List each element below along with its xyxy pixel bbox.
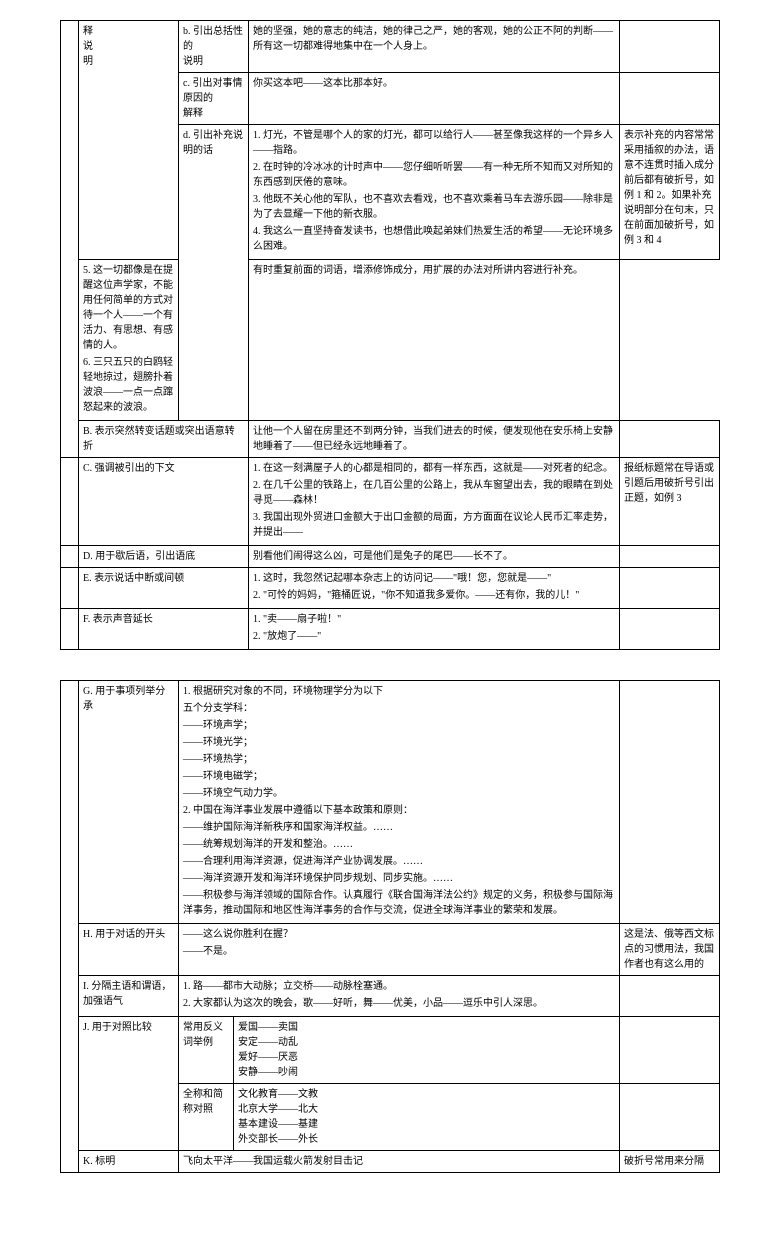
cell-note: 表示补充的内容常常采用插叙的办法，语意不连贯时插入成分前后都有破折号，如例 1 … <box>620 125 720 260</box>
table-row: C. 强调被引出的下文 1. 在这一刻满屋子人的心都是相同的，都有一样东西，这就… <box>61 458 720 546</box>
example-line: 1. 这时，我忽然记起哪本杂志上的访问记——"哦！您，您就是——" <box>253 571 615 586</box>
table-1: 释 说 明 b. 引出总括性的 说明 她的坚强，她的意志的纯洁，她的律己之严，她… <box>60 20 720 650</box>
cell-blank <box>61 21 79 458</box>
cell-example: 1. "卖——扇子啦！" 2. "放炮了——" <box>249 609 620 650</box>
example-line: 1. "卖——扇子啦！" <box>253 612 615 627</box>
example-line: ——积极参与海洋领域的国际合作。认真履行《联合国海洋法公约》规定的义务，积极参与… <box>183 888 615 918</box>
cell-note: 这是法、俄等西文标点的习惯用法，我国作者也有这么用的 <box>620 924 720 976</box>
cell-label: C. 强调被引出的下文 <box>79 458 249 546</box>
table-row: K. 标明 飞向太平洋——我国运载火箭发射目击记 破折号常用来分隔 <box>61 1151 720 1173</box>
table-row: E. 表示说话中断或间顿 1. 这时，我忽然记起哪本杂志上的访问记——"哦！您，… <box>61 568 720 609</box>
example-line: 2. 中国在海洋事业发展中遵循以下基本政策和原则： <box>183 803 615 818</box>
table-row: B. 表示突然转变话题或突出语意转折 让他一个人留在房里还不到两分钟，当我们进去… <box>61 421 720 458</box>
cell-label: F. 表示声音延长 <box>79 609 249 650</box>
cell-example: 她的坚强，她的意志的纯洁，她的律己之严，她的客观，她的公正不阿的判断——所有这一… <box>249 21 620 73</box>
example-line: ——海洋资源开发和海洋环境保护同步规划、同步实施。…… <box>183 871 615 886</box>
cell-example: 让他一个人留在房里还不到两分钟，当我们进去的时候，便发现他在安乐椅上安静地睡着了… <box>249 421 620 458</box>
example-line: ——这么说你胜利在握？ <box>183 927 615 942</box>
example-line: ——环境声学； <box>183 718 615 733</box>
table-row: I. 分隔主语和谓语，加强语气 1. 路——都市大动脉；立交桥——动脉栓塞通。 … <box>61 976 720 1017</box>
cell-blank <box>61 546 79 568</box>
cell-blank <box>61 568 79 609</box>
example-line: 1. 根据研究对象的不同，环境物理学分为以下 <box>183 684 615 699</box>
example-line: 2. 在时钟的冷冰冰的计时声中——您仔细听听罢——有一种无所不知而又对所知的东西… <box>253 160 615 190</box>
cell-example: 你买这本吧——这本比那本好。 <box>249 73 620 125</box>
example-line: ——统筹规划海洋的开发和整治。…… <box>183 837 615 852</box>
example-line: 1. 在这一刻满屋子人的心都是相同的，都有一样东西，这就是——对死者的纪念。 <box>253 461 615 476</box>
table-row: G. 用于事项列举分承 1. 根据研究对象的不同，环境物理学分为以下五个分支学科… <box>61 681 720 924</box>
cell-note <box>620 73 720 125</box>
example-line: ——环境电磁学； <box>183 769 615 784</box>
cell-example: 1. 在这一刻满屋子人的心都是相同的，都有一样东西，这就是——对死者的纪念。 2… <box>249 458 620 546</box>
cell-note <box>620 546 720 568</box>
example-line: 2. 在几千公里的铁路上，在几百公里的公路上，我从车窗望出去，我的眼睛在到处寻觅… <box>253 478 615 508</box>
example-line: ——维护国际海洋新秩序和国家海洋权益。…… <box>183 820 615 835</box>
example-line: 6. 三只五只的白鸥轻轻地掠过，翅膀扑着波浪——一点一点蹿怒起来的波浪。 <box>83 355 174 415</box>
cell-note: 破折号常用来分隔 <box>620 1151 720 1173</box>
cell-note <box>620 568 720 609</box>
example-line: 5. 这一切都像是在提醒这位声学家，不能用任何简单的方式对待一个人——一个有活力… <box>83 263 174 353</box>
cell-label: K. 标明 <box>79 1151 179 1173</box>
example-line: 1. 路——都市大动脉；立交桥——动脉栓塞通。 <box>183 979 615 994</box>
table-2: G. 用于事项列举分承 1. 根据研究对象的不同，环境物理学分为以下五个分支学科… <box>60 680 720 1173</box>
cell-example: ——这么说你胜利在握？ ——不是。 <box>179 924 620 976</box>
cell-blank <box>61 609 79 650</box>
cell-example: 1. 根据研究对象的不同，环境物理学分为以下五个分支学科： ——环境声学； ——环境… <box>179 681 620 924</box>
cell-note <box>620 1084 720 1151</box>
example-line: ——环境光学； <box>183 735 615 750</box>
cell-sublabel: b. 引出总括性的 说明 <box>179 21 249 73</box>
cell-note <box>620 609 720 650</box>
table-row: F. 表示声音延长 1. "卖——扇子啦！" 2. "放炮了——" <box>61 609 720 650</box>
cell-label: G. 用于事项列举分承 <box>79 681 179 924</box>
cell-example: 1. 这时，我忽然记起哪本杂志上的访问记——"哦！您，您就是——" 2. "可怜… <box>249 568 620 609</box>
example-line: 3. 我国出现外贸进口金额大于出口金额的局面，方方面面在议论人民币汇率走势，并提… <box>253 510 615 540</box>
cell-note <box>620 976 720 1017</box>
cell-example: 别看他们闹得这么凶，可是他们是兔子的尾巴——长不了。 <box>249 546 620 568</box>
cell-example: 1. 灯光，不管是哪个人的家的灯光，都可以给行人——甚至像我这样的一个异乡人——… <box>249 125 620 260</box>
example-line: 1. 灯光，不管是哪个人的家的灯光，都可以给行人——甚至像我这样的一个异乡人——… <box>253 128 615 158</box>
cell-note <box>620 421 720 458</box>
cell-sublabel: 全称和简称对照 <box>179 1084 234 1151</box>
table-row: D. 用于歇后语，引出语底 别看他们闹得这么凶，可是他们是兔子的尾巴——长不了。 <box>61 546 720 568</box>
cell-note <box>620 1017 720 1084</box>
cell-note: 有时重复前面的词语，增添修饰成分，用扩展的办法对所讲内容进行补充。 <box>249 260 620 421</box>
cell-sublabel: c. 引出对事情原因的 解释 <box>179 73 249 125</box>
example-line: ——环境空气动力学。 <box>183 786 615 801</box>
cell-note <box>620 681 720 924</box>
example-line: ——不是。 <box>183 944 615 959</box>
cell-label: H. 用于对话的开头 <box>79 924 179 976</box>
example-line: 五个分支学科： <box>183 701 615 716</box>
cell-example: 1. 路——都市大动脉；立交桥——动脉栓塞通。 2. 大家都认为这次的晚会，歌—… <box>179 976 620 1017</box>
example-line: 4. 我这么一直坚持奋发读书，也想借此唤起弟妹们热爱生活的希望——无论环境多么困… <box>253 224 615 254</box>
cell-example: 文化教育——文教 北京大学——北大 基本建设——基建 外交部长——外长 <box>234 1084 620 1151</box>
example-line: 2. "放炮了——" <box>253 629 615 644</box>
document-page: 释 说 明 b. 引出总括性的 说明 她的坚强，她的意志的纯洁，她的律己之严，她… <box>0 0 780 1243</box>
cell-example: 爱国——卖国 安定——动乱 爱好——厌恶 安静——吵闹 <box>234 1017 620 1084</box>
example-line: 2. 大家都认为这次的晚会，歌——好听，舞——优美，小品——逗乐中引人深思。 <box>183 996 615 1011</box>
cell-label: B. 表示突然转变话题或突出语意转折 <box>79 421 249 458</box>
table-row: H. 用于对话的开头 ——这么说你胜利在握？ ——不是。 这是法、俄等西文标点的… <box>61 924 720 976</box>
cell-label: J. 用于对照比较 <box>79 1017 179 1151</box>
example-line: ——环境热学； <box>183 752 615 767</box>
cell-note <box>620 21 720 73</box>
cell-example: 飞向太平洋——我国运载火箭发射目击记 <box>179 1151 620 1173</box>
cell-label: E. 表示说话中断或间顿 <box>79 568 249 609</box>
example-line: 2. "可怜的妈妈，"箍桶匠说，"你不知道我多爱你。——还有你，我的儿！" <box>253 588 615 603</box>
cell-label: D. 用于歇后语，引出语底 <box>79 546 249 568</box>
cell-example: 5. 这一切都像是在提醒这位声学家，不能用任何简单的方式对待一个人——一个有活力… <box>79 260 179 421</box>
example-line: ——合理利用海洋资源，促进海洋产业协调发展。…… <box>183 854 615 869</box>
cell-note: 报纸标题常在导语或引题后用破折号引出正题，如例 3 <box>620 458 720 546</box>
cell-label: 释 说 明 <box>79 21 179 260</box>
table-row: 释 说 明 b. 引出总括性的 说明 她的坚强，她的意志的纯洁，她的律己之严，她… <box>61 21 720 73</box>
cell-label: I. 分隔主语和谓语，加强语气 <box>79 976 179 1017</box>
cell-sublabel: d. 引出补充说明的话 <box>179 125 249 421</box>
cell-blank <box>61 458 79 546</box>
table-row: J. 用于对照比较 常用反义词举例 爱国——卖国 安定——动乱 爱好——厌恶 安… <box>61 1017 720 1084</box>
cell-blank <box>61 681 79 1173</box>
example-line: 3. 他既不关心他的军队，也不喜欢去看戏，也不喜欢乘着马车去游乐园——除非是为了… <box>253 192 615 222</box>
table-row: 5. 这一切都像是在提醒这位声学家，不能用任何简单的方式对待一个人——一个有活力… <box>61 260 720 421</box>
cell-sublabel: 常用反义词举例 <box>179 1017 234 1084</box>
